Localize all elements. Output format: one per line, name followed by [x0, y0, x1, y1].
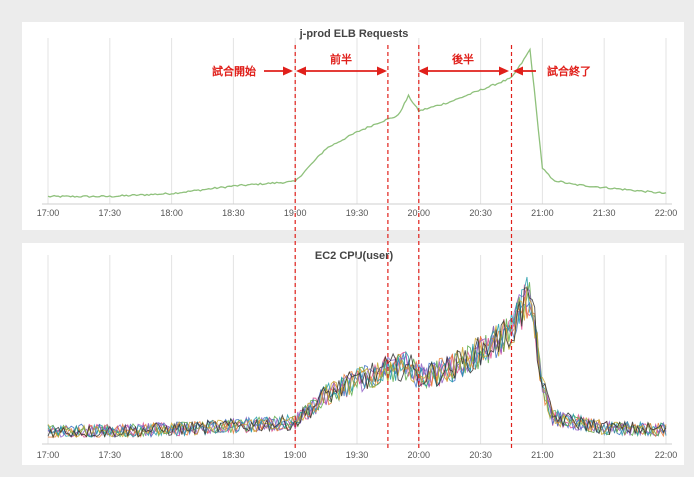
cpu-chart-title: EC2 CPU(user): [315, 250, 394, 262]
cpu-series-group: [47, 276, 667, 439]
elb-series-group: [47, 47, 667, 198]
elb-x-tick-label: 19:30: [346, 208, 369, 218]
second-half-arrow-right-head: [499, 66, 509, 76]
cpu-x-tick-label: 17:00: [37, 450, 60, 460]
first-half-arrow-left-head: [296, 66, 306, 76]
cpu-series-line-7: [47, 286, 667, 439]
cpu-x-tick-label: 20:30: [469, 450, 492, 460]
elb-x-tick-label: 18:00: [160, 208, 183, 218]
cpu-x-tick-label: 21:00: [531, 450, 554, 460]
elb-chart-title: j-prod ELB Requests: [299, 28, 409, 40]
cpu-x-tick-label: 18:00: [160, 450, 183, 460]
cpu-x-tick-label: 18:30: [222, 450, 245, 460]
elb-panel: [22, 22, 684, 230]
fulltime-label: 試合終了: [547, 64, 591, 78]
cpu-x-tick-label: 22:00: [655, 450, 678, 460]
elb-x-tick-label: 17:30: [99, 208, 122, 218]
cpu-x-tick-label: 19:30: [346, 450, 369, 460]
cpu-x-tick-label: 19:00: [284, 450, 307, 460]
first-half-label: 前半: [330, 52, 352, 66]
first-half-arrow-right-head: [377, 66, 387, 76]
elb-x-tick-label: 18:30: [222, 208, 245, 218]
phase-arrows: [264, 66, 536, 76]
cpu-series-line-8: [47, 287, 667, 439]
cpu-x-axis: 17:00 17:30 18:00 18:30 19:00 19:30 20:00 20:30…: [37, 450, 678, 460]
kickoff-label: 試合開始: [212, 64, 256, 78]
elb-x-tick-label: 20:30: [469, 208, 492, 218]
second-half-arrow-left-head: [418, 66, 428, 76]
elb-x-tick-label: 22:00: [655, 208, 678, 218]
cpu-x-tick-label: 17:30: [99, 450, 122, 460]
kickoff-arrow-head: [283, 66, 293, 76]
second-half-label: 後半: [452, 52, 474, 66]
phase-labels: 試合開始 前半 後半 試合終了: [212, 52, 591, 78]
elb-grid: [42, 38, 672, 205]
elb-x-tick-label: 21:30: [593, 208, 616, 218]
elb-x-tick-label: 17:00: [37, 208, 60, 218]
cpu-x-tick-label: 21:30: [593, 450, 616, 460]
fulltime-arrow-head: [513, 66, 523, 76]
elb-x-tick-label: 21:00: [531, 208, 554, 218]
cpu-x-tick-label: 20:00: [408, 450, 431, 460]
elb-requests-line: [47, 47, 667, 198]
